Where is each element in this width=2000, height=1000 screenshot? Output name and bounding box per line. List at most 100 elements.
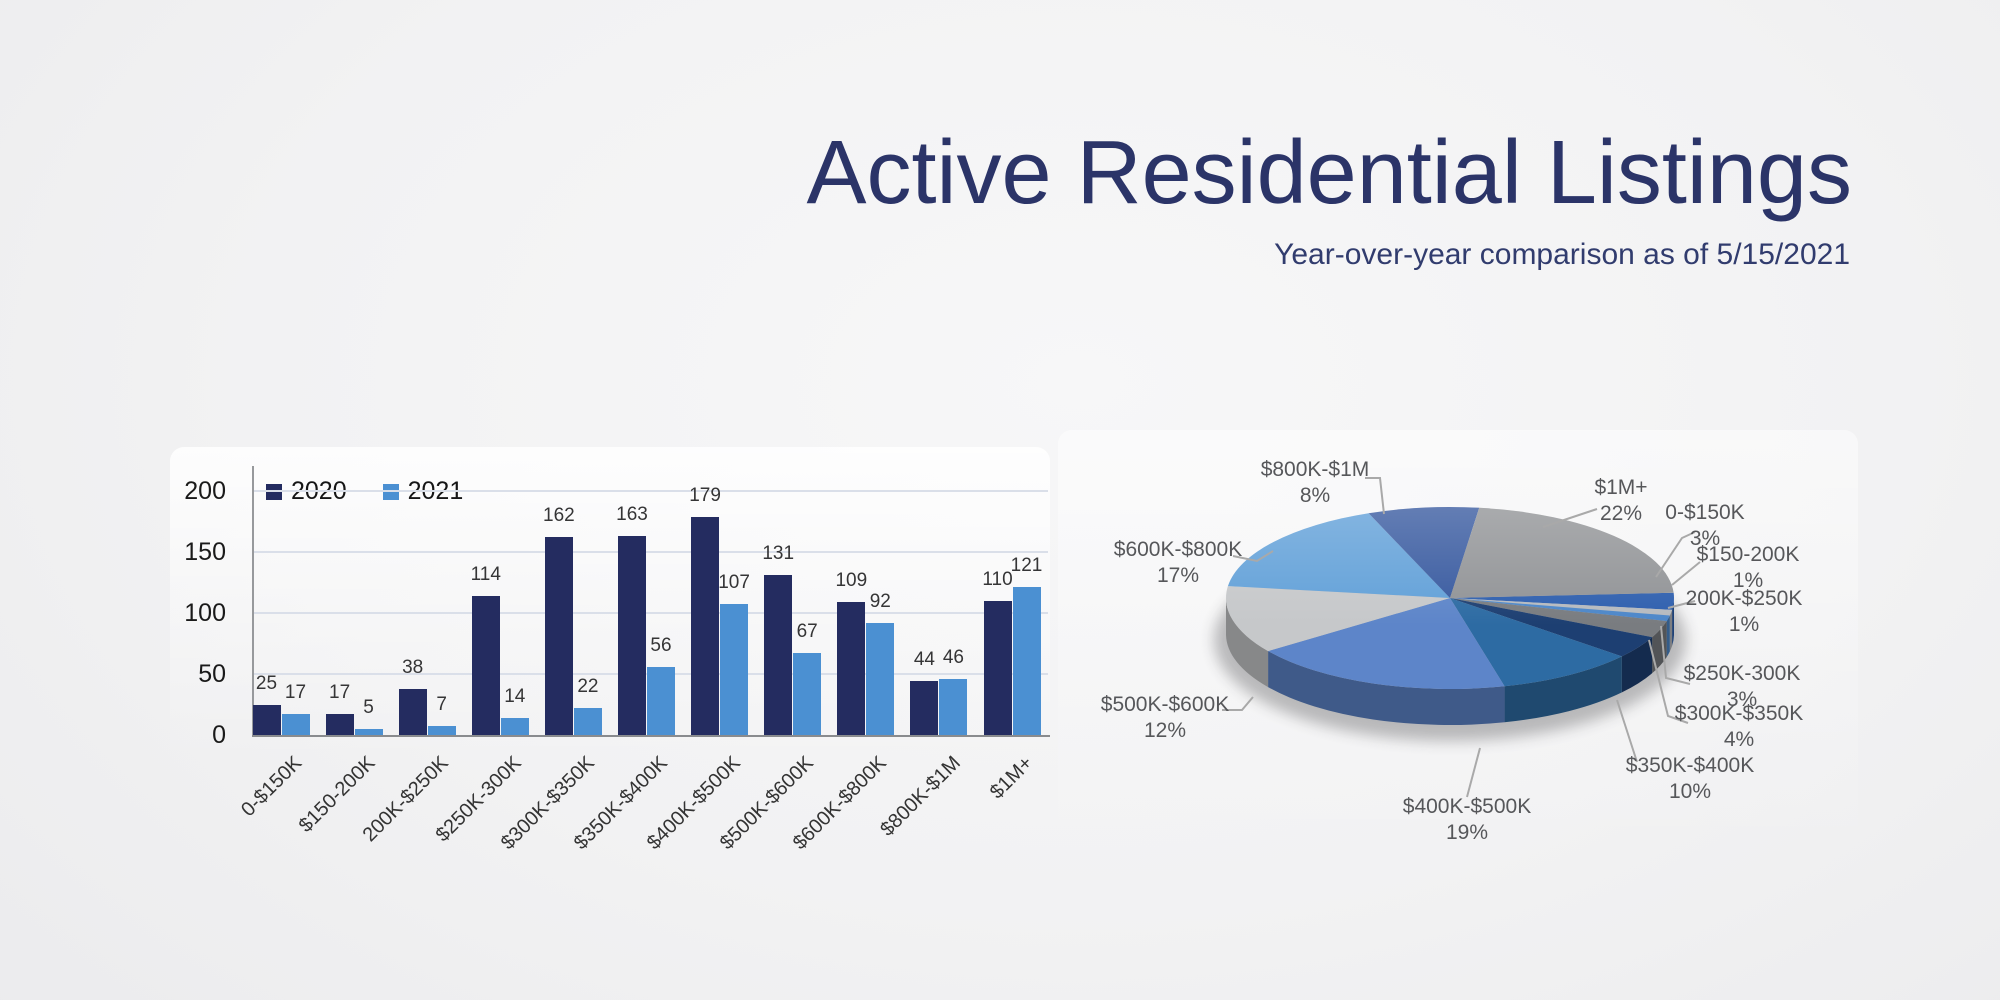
bar-2021-2 — [427, 726, 456, 735]
bar-value-label: 110 — [982, 568, 1013, 590]
bar-2021-7 — [793, 653, 822, 735]
bar-2020-9 — [910, 681, 939, 735]
pie-callout-label-name: $250K-300K — [1683, 662, 1801, 685]
pie-leader-line-0-150k — [1655, 531, 1696, 578]
x-axis-category-label: $1M+ — [986, 752, 1038, 804]
y-axis-line — [252, 466, 254, 737]
bar-value-label: 17 — [284, 682, 307, 704]
x-axis-category-label: 0-$150K — [237, 752, 307, 822]
bar-2020-7 — [764, 575, 793, 735]
pie-callout-label-name: $500K-$600K — [1100, 693, 1230, 716]
pie-callout-label-800k-1m: $800K-$1M 8% — [1195, 457, 1435, 509]
pie-callout-label-350k-400k: $350K-$400K 10% — [1570, 753, 1810, 805]
bar-2021-0 — [281, 714, 310, 735]
pie-slice-wall-500k-600k — [1226, 598, 1269, 688]
bar-value-label: 179 — [689, 484, 721, 506]
page-subtitle: Year-over-year comparison as of 5/15/202… — [1274, 238, 1850, 271]
bar-value-label: 7 — [436, 694, 447, 716]
y-axis-tick-label: 50 — [198, 660, 226, 688]
pie-callout-label-400k-500k: $400K-$500K 19% — [1347, 794, 1587, 846]
gridline-200 — [254, 490, 1048, 492]
pie-leader-line-600k-800k — [1232, 550, 1274, 563]
bar-value-label: 44 — [913, 649, 935, 671]
pie-callout-label-percent: 8% — [1299, 484, 1331, 507]
bar-value-label: 114 — [470, 563, 501, 585]
pie-callout-label-percent: 10% — [1668, 780, 1712, 803]
pie-callout-label-150-200k: $150-200K 1% — [1628, 542, 1868, 594]
pie-callout-label-name: 0-$150K — [1665, 501, 1745, 524]
pie-leader-line-800k-1m — [1365, 477, 1385, 515]
bar-2021-9 — [939, 678, 968, 735]
pie-leader-line-400k-500k — [1466, 747, 1481, 798]
bar-value-label: 14 — [504, 685, 526, 707]
bar-2021-1 — [354, 728, 383, 735]
pie-slices — [1226, 507, 1674, 689]
pie-callout-label-name: $1M+ — [1594, 476, 1648, 499]
bar-value-label: 38 — [402, 656, 424, 678]
pie-callout-label-name: 200K-$250K — [1685, 587, 1803, 610]
pie-callout-label-percent: 3% — [1689, 527, 1721, 550]
x-axis-line — [252, 735, 1050, 737]
pie-3d-chart — [1214, 477, 1701, 798]
bar-2021-4 — [573, 708, 602, 735]
gridline-150 — [254, 551, 1048, 553]
bar-2020-1 — [325, 714, 354, 735]
bar-value-label: 163 — [616, 504, 648, 526]
bar-2020-0 — [252, 704, 281, 735]
pie-top-sheen — [1226, 507, 1674, 689]
bar-2021-8 — [866, 622, 895, 735]
pie-callout-label-name: $600K-$800K — [1113, 538, 1243, 561]
pie-callout-label-percent: 1% — [1732, 569, 1764, 592]
bar-2020-5 — [618, 536, 646, 735]
pie-slice-wall-300k-350k — [1621, 637, 1653, 693]
pie-callout-label-name: $150-200K — [1696, 543, 1800, 566]
bar-value-label: 25 — [255, 672, 278, 694]
page-title: Active Residential Listings — [806, 123, 1852, 223]
pie-callout-label-percent: 4% — [1723, 728, 1755, 751]
pie-callout-label-600k-800k: $600K-$800K 17% — [1058, 537, 1298, 589]
bar-value-label: 67 — [796, 621, 818, 643]
bar-2020-3 — [471, 595, 500, 735]
bar-value-label: 92 — [869, 590, 891, 612]
bar-value-label: 56 — [650, 634, 672, 656]
pie-callout-label-300k-350k: $300K-$350K 4% — [1619, 701, 1859, 753]
bar-value-label: 5 — [363, 696, 374, 718]
pie-leader-line-200k-250k — [1667, 600, 1696, 609]
pie-callout-label-percent: 19% — [1445, 821, 1489, 844]
pie-callout-label-name: $300K-$350K — [1674, 702, 1804, 725]
bar-value-label: 109 — [835, 570, 868, 592]
bar-value-label: 17 — [329, 682, 351, 704]
pie-slice-wall-400k-500k — [1268, 651, 1505, 725]
pie-callout-label-percent: 1% — [1728, 613, 1760, 636]
pie-callout-label-name: $800K-$1M — [1260, 458, 1370, 481]
pie-leader-line-350k-400k — [1616, 699, 1638, 763]
pie-slice-wall-0-150k — [1672, 598, 1674, 646]
pie-callout-label-percent: 3% — [1726, 688, 1758, 711]
pie-leader-lines — [1222, 477, 1701, 798]
pie-callout-label-percent: 17% — [1156, 564, 1200, 587]
y-axis-tick-label: 100 — [184, 599, 226, 627]
bar-2020-2 — [398, 688, 427, 735]
y-axis-tick-label: 150 — [184, 538, 226, 566]
bar-value-label: 46 — [942, 646, 964, 668]
pie-slice-wall-250k-300k — [1652, 621, 1667, 674]
pie-leader-line-250k-300k — [1660, 625, 1691, 685]
pie-slice-wall-350k-400k — [1504, 656, 1622, 723]
pie-callout-label-percent: 12% — [1143, 719, 1187, 742]
bar-value-label: 22 — [577, 676, 599, 698]
bar-2020-6 — [691, 516, 720, 735]
pie-callout-label-1m: $1M+ 22% — [1501, 475, 1741, 527]
pie-callout-label-250k-300k: $250K-300K 3% — [1622, 661, 1862, 713]
gridline-100 — [254, 612, 1048, 614]
pie-leader-line-300k-350k — [1648, 639, 1689, 724]
bar-value-label: 121 — [1010, 555, 1043, 577]
bar-2020-4 — [544, 537, 573, 735]
pie-callout-label-name: $350K-$400K — [1625, 754, 1755, 777]
pie-callout-label-percent: 22% — [1599, 502, 1643, 525]
bar-2021-10 — [1012, 587, 1041, 735]
bar-chart-legend: 2020 2021 — [266, 479, 463, 504]
bar-value-label: 107 — [718, 572, 750, 594]
bar-2020-8 — [837, 602, 866, 735]
